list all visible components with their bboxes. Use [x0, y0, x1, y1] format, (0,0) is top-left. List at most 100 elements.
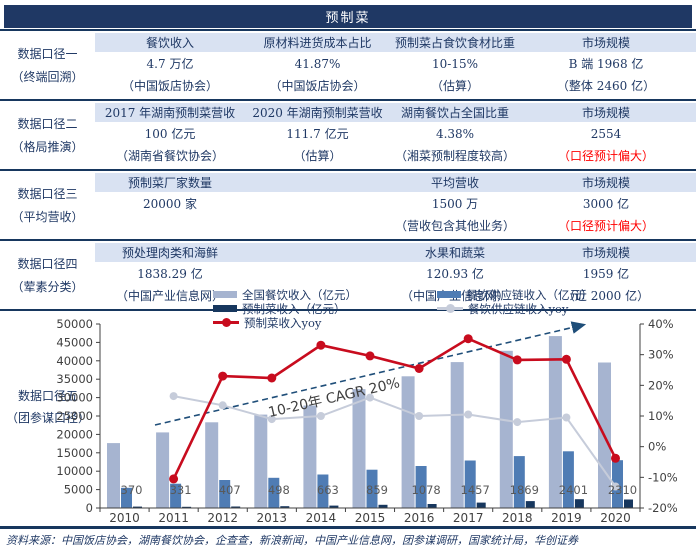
- col-header: 湖南餐饮占全国比重: [400, 106, 509, 120]
- legend-item: 预制菜收入（亿元）: [213, 302, 357, 316]
- cell-value: 120.93 亿: [426, 267, 484, 281]
- table-row: 数据口径一 （终端回溯） 餐饮收入 原材料进货成本占比 预制菜占食饮食材比重 市…: [0, 29, 696, 99]
- svg-text:663: 663: [317, 483, 339, 497]
- svg-text:859: 859: [366, 483, 388, 497]
- cell-note: （估算）: [430, 79, 479, 93]
- svg-text:45000: 45000: [56, 335, 93, 349]
- col-header: 市场规模: [581, 176, 630, 190]
- svg-text:0: 0: [86, 501, 93, 515]
- cell-value: 4.7 万亿: [146, 57, 194, 71]
- cell-note: （整体 2460 亿）: [556, 79, 656, 93]
- legend-label: 餐饮供应链收入（亿元）: [466, 287, 593, 302]
- row-label-line2: （格局推演）: [11, 140, 84, 154]
- svg-text:-20%: -20%: [648, 501, 678, 515]
- row-label: 数据口径三 （平均营收）: [0, 171, 95, 239]
- col-header: 餐饮收入: [145, 36, 194, 50]
- row-label-line1: 数据口径四: [17, 257, 78, 271]
- table-row: 数据口径二 （格局推演） 2017 年湖南预制菜营收 2020 年湖南预制菜营收…: [0, 99, 696, 169]
- bar-swatch-icon: [213, 291, 237, 298]
- row-content: 2017 年湖南预制菜营收 2020 年湖南预制菜营收 湖南餐饮占全国比重 市场…: [95, 101, 696, 169]
- row-label-line1: 数据口径一: [17, 47, 78, 61]
- column-headers: 餐饮收入 原材料进货成本占比 预制菜占食饮食材比重 市场规模: [95, 33, 696, 52]
- svg-text:2015: 2015: [355, 511, 386, 525]
- svg-text:2014: 2014: [306, 511, 337, 525]
- col-header: 2017 年湖南预制菜营收: [104, 106, 236, 120]
- legend-label: 预制菜收入yoy: [244, 315, 322, 330]
- cell-note-warning: （口径预计偏大）: [557, 149, 654, 163]
- legend-item: 全国餐饮收入（亿元）: [213, 288, 357, 302]
- line-swatch-icon: [437, 304, 463, 313]
- col-header: 预制菜占食饮食材比重: [394, 36, 515, 50]
- cell-note: [95, 223, 245, 228]
- cell-value: 100 亿元: [144, 127, 196, 141]
- cell-note: （中国饭店协会）: [121, 79, 218, 93]
- cell-note: （湘菜预制程度较高）: [394, 149, 515, 163]
- cell-value: 10-15%: [432, 56, 478, 71]
- cell-value: 41.87%: [294, 56, 341, 71]
- footer-divider: [0, 526, 696, 529]
- row-content: 预制菜厂家数量 平均营收 市场规模 20000 家 1500 万 3000 亿 …: [95, 171, 696, 239]
- table-title: 预制菜: [325, 11, 371, 26]
- value-line: 1838.29 亿 120.93 亿 1959 亿: [95, 262, 696, 284]
- svg-text:35000: 35000: [56, 372, 93, 386]
- bar-swatch-icon: [213, 305, 237, 312]
- chart-legend-left: 全国餐饮收入（亿元） 预制菜收入（亿元） 预制菜收入yoy: [213, 288, 357, 330]
- source-note: 资料来源：中国饭店协会，湖南餐饮协会，企查查，新浪新闻，中国产业信息网，团参谋调…: [6, 534, 578, 547]
- svg-text:20%: 20%: [648, 378, 674, 392]
- cell-value: [245, 201, 390, 206]
- column-headers: 预制菜厂家数量 平均营收 市场规模: [95, 173, 696, 192]
- svg-text:40000: 40000: [56, 354, 93, 368]
- svg-text:2010: 2010: [109, 511, 140, 525]
- svg-text:2016: 2016: [404, 511, 435, 525]
- svg-text:15000: 15000: [56, 446, 93, 460]
- row-label-line1: 数据口径二: [17, 117, 78, 131]
- svg-text:2013: 2013: [257, 511, 288, 525]
- row-content: 餐饮收入 原材料进货成本占比 预制菜占食饮食材比重 市场规模 4.7 万亿 41…: [95, 31, 696, 99]
- cagr-annotation: 10-20年 CAGR 20%: [267, 375, 402, 421]
- svg-text:10%: 10%: [648, 409, 674, 423]
- svg-text:498: 498: [268, 483, 290, 497]
- svg-text:1078: 1078: [411, 483, 440, 497]
- legend-item: 餐饮供应链收入yoy: [437, 302, 593, 316]
- cell-value: 1500 万: [431, 197, 479, 211]
- col-header: 预处理肉类和海鲜: [121, 246, 218, 260]
- svg-text:370: 370: [121, 483, 143, 497]
- column-headers: 2017 年湖南预制菜营收 2020 年湖南预制菜营收 湖南餐饮占全国比重 市场…: [95, 103, 696, 122]
- cell-value: [245, 271, 390, 276]
- row-label: 数据口径一 （终端回溯）: [0, 31, 95, 99]
- svg-text:407: 407: [219, 483, 241, 497]
- row-label-line1: 数据口径三: [17, 187, 78, 201]
- svg-text:2018: 2018: [502, 511, 533, 525]
- note-line: （营收包含其他业务） （口径预计偏大）: [95, 214, 696, 236]
- svg-text:10000: 10000: [56, 464, 93, 478]
- cell-value: 20000 家: [143, 197, 197, 211]
- data-table: 数据口径一 （终端回溯） 餐饮收入 原材料进货成本占比 预制菜占食饮食材比重 市…: [0, 29, 696, 311]
- svg-text:0%: 0%: [648, 440, 666, 454]
- col-header: 原材料进货成本占比: [263, 36, 372, 50]
- col-header: 2020 年湖南预制菜营收: [252, 106, 383, 120]
- svg-text:2012: 2012: [207, 511, 238, 525]
- svg-text:2020: 2020: [600, 511, 631, 525]
- legend-item: 餐饮供应链收入（亿元）: [437, 287, 593, 302]
- svg-text:25000: 25000: [56, 409, 93, 423]
- column-headers: 预处理肉类和海鲜 水果和蔬菜 市场规模: [95, 243, 696, 262]
- cell-note: （近 2000 亿）: [562, 289, 650, 303]
- cell-note: （中国饭店协会）: [269, 79, 366, 93]
- cell-value: 2554: [590, 126, 622, 141]
- cell-value: 4.38%: [435, 126, 475, 141]
- cell-value: 111.7 亿元: [286, 127, 349, 141]
- row-label-line2: （团参谋口径）: [5, 411, 90, 425]
- cell-value: 3000 亿: [582, 197, 630, 211]
- cell-note: （中国产业信息网）: [115, 289, 224, 303]
- table-title-bar: 预制菜: [4, 5, 692, 28]
- line-swatch-icon: [213, 318, 239, 327]
- cell-note: （湖南省餐饮协会）: [115, 149, 224, 163]
- svg-text:2019: 2019: [551, 511, 582, 525]
- row-label-line2: （荤素分类）: [11, 280, 84, 294]
- note-line: （湖南省餐饮协会） （估算） （湘菜预制程度较高） （口径预计偏大）: [95, 144, 696, 166]
- cell-note: （估算）: [293, 149, 342, 163]
- cell-value: B 端 1968 亿: [568, 57, 644, 71]
- cell-note-warning: （口径预计偏大）: [557, 219, 654, 233]
- col-header: 市场规模: [581, 106, 630, 120]
- row-label-line1: 数据口径五: [17, 389, 78, 403]
